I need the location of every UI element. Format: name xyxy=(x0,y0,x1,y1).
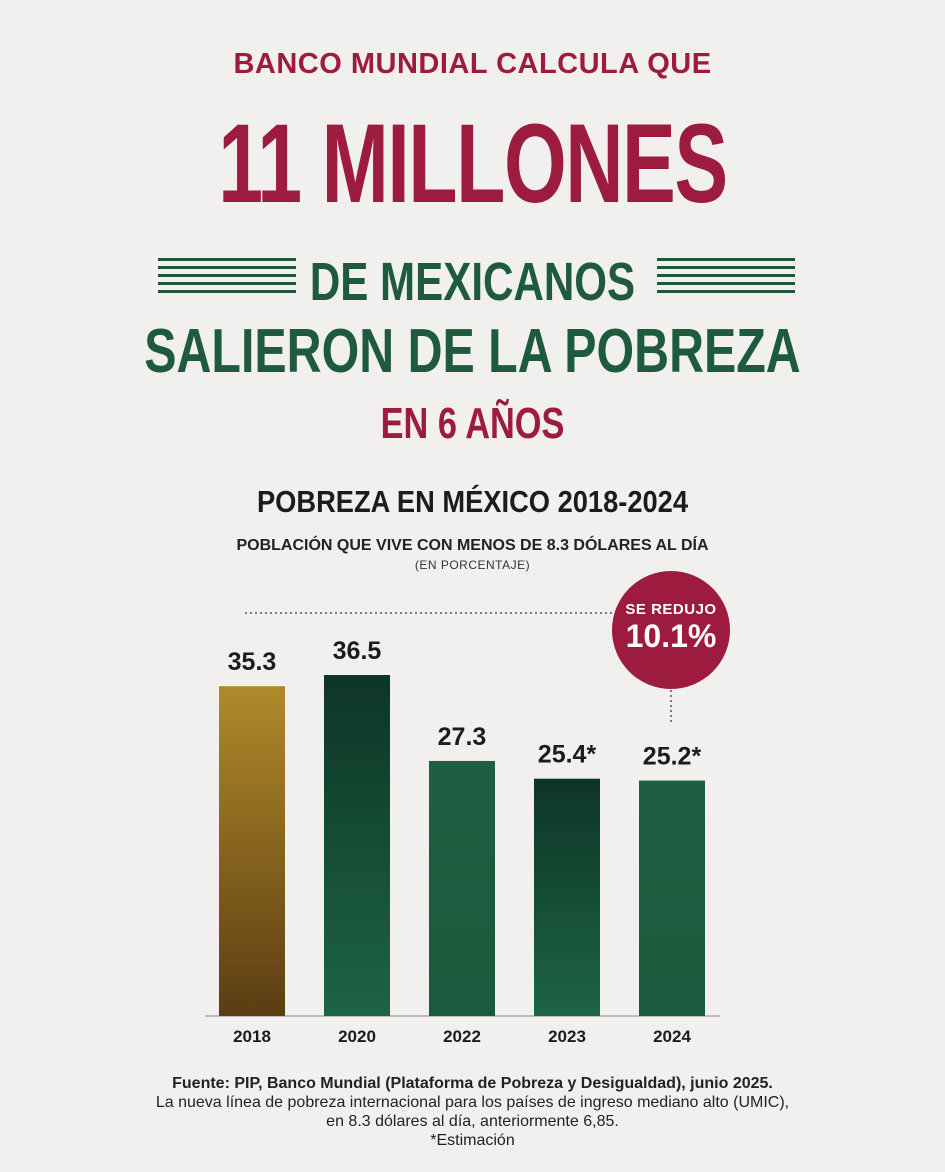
value-label-2020: 36.5 xyxy=(333,637,382,665)
category-label-2022: 2022 xyxy=(443,1027,481,1046)
bar-2020 xyxy=(324,675,390,1016)
badge-label: SE REDUJO xyxy=(625,601,717,618)
reduction-badge: SE REDUJO 10.1% xyxy=(612,571,730,689)
badge-value: 10.1% xyxy=(625,618,717,654)
headline-line3: SALIERON DE LA POBREZA xyxy=(144,317,801,386)
bar-2024 xyxy=(639,780,705,1016)
value-label-2022: 27.3 xyxy=(438,723,487,751)
category-label-2018: 2018 xyxy=(233,1027,271,1046)
footer-note-1: La nueva línea de pobreza internacional … xyxy=(155,1094,790,1111)
bar-2018 xyxy=(219,686,285,1016)
value-label-2018: 35.3 xyxy=(228,648,277,676)
chart-title: POBREZA EN MÉXICO 2018-2024 xyxy=(256,484,689,519)
headline-line2: DE MEXICANOS xyxy=(309,252,636,312)
footer-note-2: en 8.3 dólares al día, anteriormente 6,8… xyxy=(326,1113,619,1130)
value-label-2023: 25.4* xyxy=(538,741,597,769)
right-stripes-decoration xyxy=(657,258,795,302)
category-label-2020: 2020 xyxy=(338,1027,376,1046)
headline-line4: EN 6 AÑOS xyxy=(380,399,565,448)
value-label-2024: 25.2* xyxy=(643,743,702,771)
chart-subtitle: POBLACIÓN QUE VIVE CON MENOS DE 8.3 DÓLA… xyxy=(236,537,709,554)
chart-units: (EN PORCENTAJE) xyxy=(414,558,531,572)
category-label-2024: 2024 xyxy=(653,1027,691,1046)
bar-2023 xyxy=(534,778,600,1016)
left-stripes-decoration xyxy=(158,258,296,302)
footer-source: Fuente: PIP, Banco Mundial (Plataforma d… xyxy=(172,1075,773,1092)
category-label-2023: 2023 xyxy=(548,1027,586,1046)
footer-note-3: *Estimación xyxy=(430,1132,515,1149)
footer: Fuente: PIP, Banco Mundial (Plataforma d… xyxy=(0,1074,945,1150)
headline-number: 11 MILLONES xyxy=(218,101,728,226)
bar-2022 xyxy=(429,760,495,1016)
kicker-text: BANCO MUNDIAL CALCULA QUE xyxy=(233,48,712,80)
